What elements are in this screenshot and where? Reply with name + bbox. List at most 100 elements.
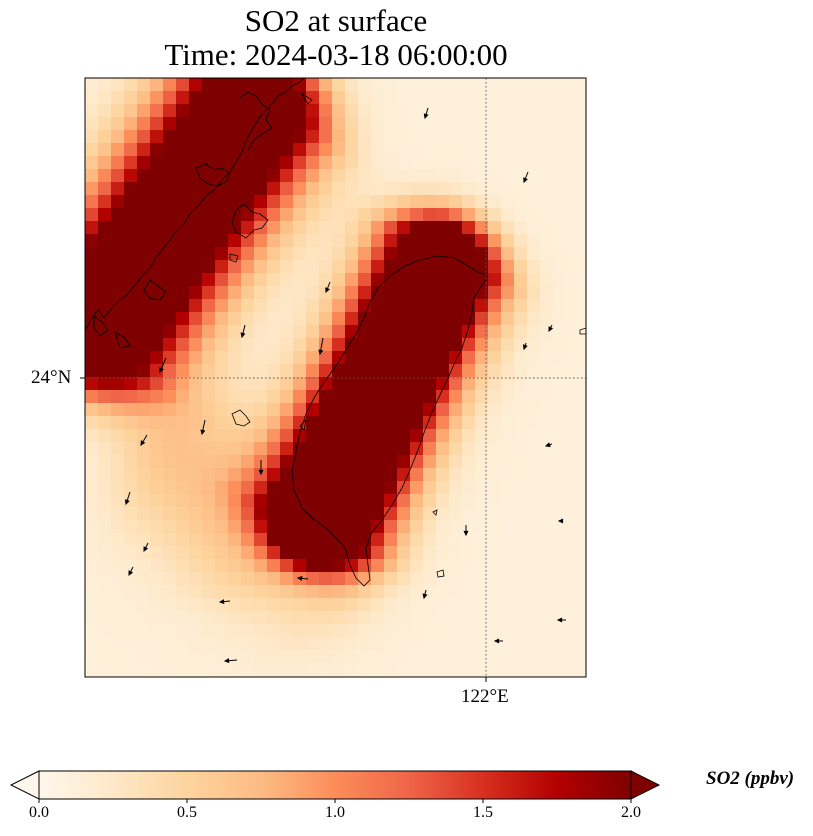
field-cell: [98, 494, 112, 508]
field-cell: [449, 390, 463, 404]
field-cell: [540, 468, 554, 482]
field-cell: [397, 624, 411, 638]
field-cell: [306, 273, 320, 287]
field-cell: [150, 572, 164, 586]
field-cell: [488, 429, 502, 443]
field-cell: [384, 598, 398, 612]
field-cell: [566, 520, 580, 534]
field-cell: [85, 260, 99, 274]
field-cell: [475, 507, 489, 521]
field-cell: [371, 533, 385, 547]
field-cell: [254, 624, 268, 638]
field-cell: [280, 273, 294, 287]
field-cell: [319, 520, 333, 534]
field-cell: [176, 429, 190, 443]
field-cell: [579, 624, 586, 638]
field-cell: [332, 78, 346, 92]
field-cell: [358, 559, 372, 573]
field-cell: [137, 325, 151, 339]
field-cell: [215, 260, 229, 274]
field-cell: [137, 286, 151, 300]
field-cell: [202, 390, 216, 404]
field-cell: [540, 377, 554, 391]
field-cell: [488, 507, 502, 521]
field-cell: [228, 338, 242, 352]
field-cell: [436, 325, 450, 339]
field-cell: [462, 494, 476, 508]
field-cell: [384, 169, 398, 183]
field-cell: [189, 247, 203, 261]
field-cell: [241, 520, 255, 534]
field-cell: [228, 468, 242, 482]
field-cell: [85, 403, 99, 417]
field-cell: [150, 195, 164, 209]
field-cell: [371, 312, 385, 326]
field-cell: [241, 338, 255, 352]
field-cell: [202, 299, 216, 313]
field-cell: [345, 312, 359, 326]
field-cell: [475, 494, 489, 508]
field-cell: [332, 117, 346, 131]
field-cell: [241, 247, 255, 261]
field-cell: [215, 351, 229, 365]
field-cell: [540, 208, 554, 222]
field-cell: [215, 533, 229, 547]
field-cell: [410, 78, 424, 92]
field-cell: [332, 312, 346, 326]
field-cell: [579, 273, 586, 287]
field-cell: [488, 468, 502, 482]
field-cell: [514, 351, 528, 365]
field-cell: [306, 676, 320, 677]
field-cell: [137, 572, 151, 586]
field-cell: [345, 338, 359, 352]
field-cell: [111, 182, 125, 196]
field-cell: [280, 286, 294, 300]
field-cell: [150, 468, 164, 482]
field-cell: [488, 377, 502, 391]
field-cell: [345, 416, 359, 430]
field-cell: [98, 247, 112, 261]
field-cell: [124, 299, 138, 313]
field-cell: [410, 494, 424, 508]
field-cell: [254, 195, 268, 209]
field-cell: [514, 364, 528, 378]
field-cell: [475, 455, 489, 469]
field-cell: [527, 637, 541, 651]
field-cell: [371, 130, 385, 144]
field-cell: [241, 78, 255, 92]
field-cell: [423, 481, 437, 495]
field-cell: [397, 416, 411, 430]
field-cell: [215, 494, 229, 508]
field-cell: [488, 156, 502, 170]
field-cell: [254, 403, 268, 417]
field-cell: [423, 546, 437, 560]
field-cell: [553, 429, 567, 443]
field-cell: [540, 221, 554, 235]
field-cell: [85, 338, 99, 352]
field-cell: [280, 338, 294, 352]
field-cell: [410, 598, 424, 612]
field-cell: [98, 221, 112, 235]
field-cell: [124, 546, 138, 560]
field-cell: [293, 533, 307, 547]
field-cell: [501, 169, 515, 183]
field-cell: [501, 481, 515, 495]
field-cell: [137, 312, 151, 326]
field-cell: [163, 273, 177, 287]
field-cell: [566, 559, 580, 573]
field-cell: [449, 507, 463, 521]
field-cell: [150, 520, 164, 534]
field-cell: [111, 364, 125, 378]
field-cell: [449, 611, 463, 625]
field-cell: [176, 442, 190, 456]
field-cell: [579, 663, 586, 677]
field-cell: [566, 624, 580, 638]
field-cell: [449, 182, 463, 196]
field-cell: [566, 572, 580, 586]
field-cell: [423, 364, 437, 378]
field-cell: [293, 234, 307, 248]
field-cell: [228, 234, 242, 248]
field-cell: [358, 377, 372, 391]
field-cell: [98, 143, 112, 157]
field-cell: [111, 312, 125, 326]
